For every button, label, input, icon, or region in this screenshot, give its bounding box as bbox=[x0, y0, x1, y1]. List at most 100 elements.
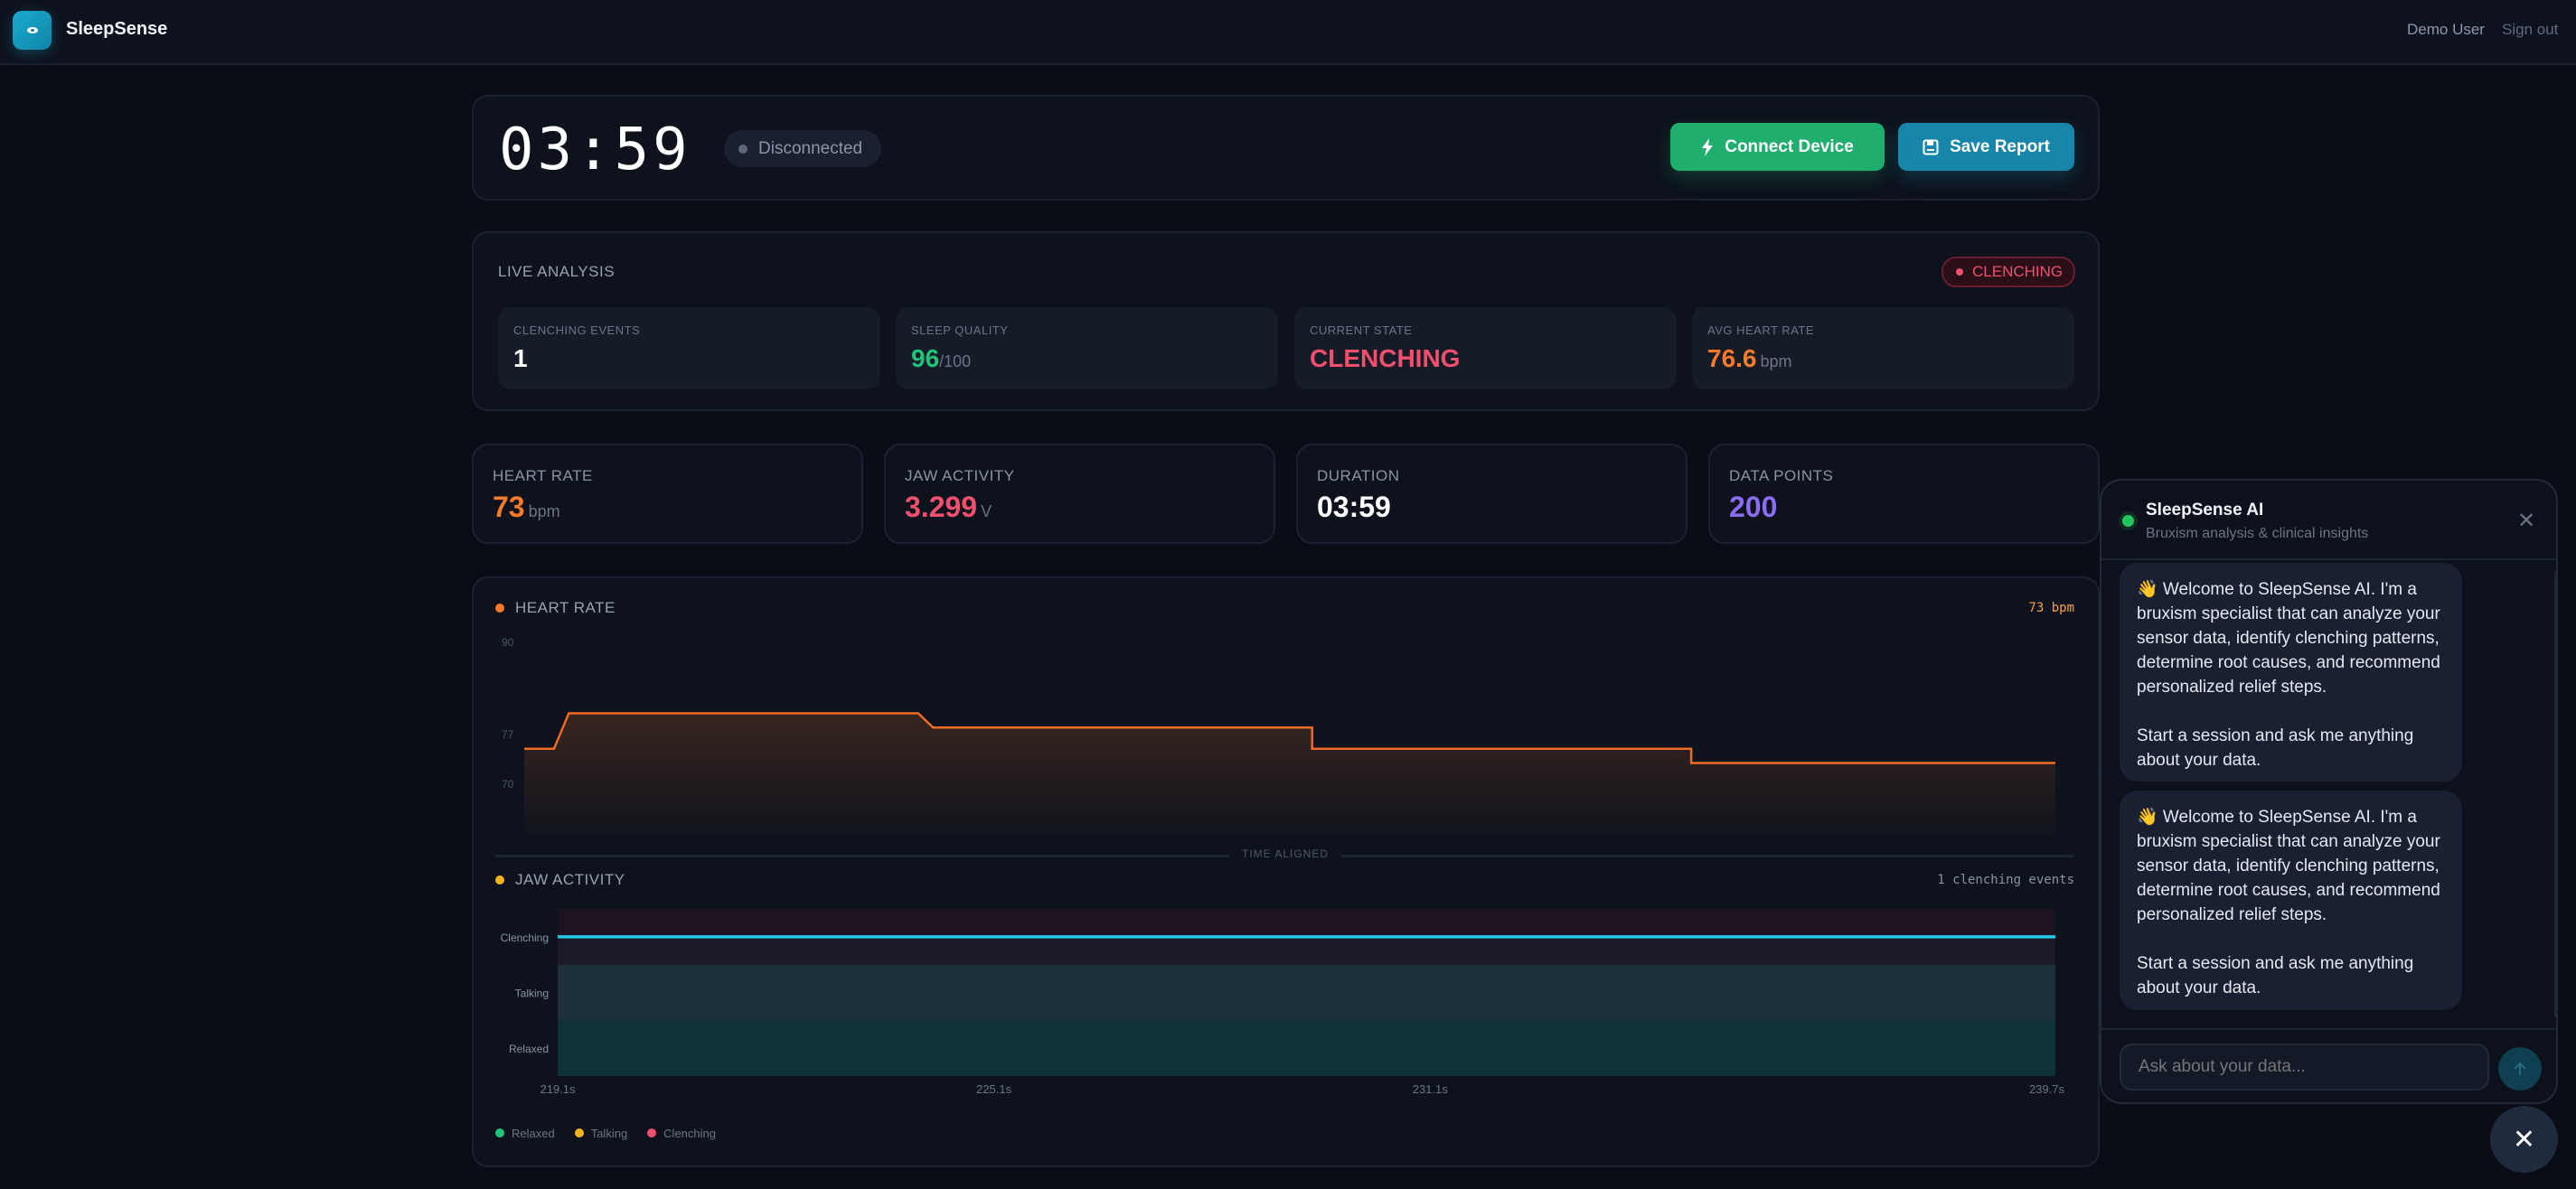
live-analysis-panel: LIVE ANALYSIS CLENCHING CLENCHING EVENTS… bbox=[472, 231, 2100, 411]
clenching-events-card: CLENCHING EVENTS 1 bbox=[498, 307, 880, 389]
chat-message: 👋 Welcome to SleepSense AI. I'm a bruxis… bbox=[2120, 563, 2462, 782]
save-icon bbox=[1923, 139, 1939, 154]
x-tick-label: 225.1s bbox=[976, 1082, 1012, 1096]
eye-icon bbox=[26, 27, 38, 33]
send-button[interactable] bbox=[2498, 1047, 2542, 1091]
hr-unit: bpm bbox=[528, 502, 560, 520]
save-report-label: Save Report bbox=[1950, 136, 2050, 156]
jaw-readout: 1 clenching events bbox=[1937, 873, 2074, 887]
session-timer: 03:59 bbox=[499, 117, 691, 183]
ai-chat-panel: SleepSense AI Bruxism analysis & clinica… bbox=[2100, 479, 2558, 1104]
red-dot-icon bbox=[647, 1128, 657, 1138]
data-points-stat: DATA POINTS 200 bbox=[1708, 444, 2100, 544]
card-value: 1 bbox=[513, 344, 528, 372]
session-bar: 03:59 Disconnected Connect Device Save R… bbox=[472, 95, 2100, 201]
stat-value: 73 bpm bbox=[493, 491, 560, 524]
jaw-area bbox=[558, 936, 2055, 1076]
hr-y-tick: 90 bbox=[502, 636, 514, 649]
brand-name: SleepSense bbox=[66, 19, 168, 39]
chat-message: 👋 Welcome to SleepSense AI. I'm a bruxis… bbox=[2120, 791, 2462, 1010]
x-tick-label: 219.1s bbox=[540, 1082, 576, 1096]
avg-heart-rate-card: AVG HEART RATE 76.6 bpm bbox=[1692, 307, 2074, 389]
chat-input[interactable] bbox=[2120, 1044, 2489, 1091]
close-icon: ✕ bbox=[2512, 1124, 2536, 1155]
jaw-value: 3.299 bbox=[905, 491, 978, 523]
sign-out-link[interactable]: Sign out bbox=[2502, 21, 2559, 38]
jaw-band-relaxed bbox=[558, 1020, 2055, 1076]
chat-title: SleepSense AI bbox=[2146, 501, 2264, 520]
state-badge-label: CLENCHING bbox=[1972, 263, 2064, 280]
jaw-y-label: Clenching bbox=[501, 932, 549, 944]
online-dot-icon bbox=[2122, 515, 2134, 527]
hr-area bbox=[524, 713, 2055, 834]
status-dot-icon bbox=[738, 144, 747, 154]
hr-line bbox=[524, 712, 2055, 764]
card-label: CURRENT STATE bbox=[1310, 323, 1413, 337]
legend-clenching: Clenching bbox=[647, 1127, 716, 1140]
jaw-unit: V bbox=[981, 502, 992, 520]
jaw-legend: Relaxed Talking Clenching bbox=[495, 1127, 716, 1140]
logo[interactable] bbox=[13, 11, 52, 50]
current-state-card: CURRENT STATE CLENCHING bbox=[1294, 307, 1677, 389]
jaw-band-talking bbox=[558, 964, 2055, 1021]
top-nav: SleepSense Demo User Sign out bbox=[0, 0, 2576, 65]
x-tick-label: 239.7s bbox=[2029, 1082, 2065, 1096]
chat-header: SleepSense AI Bruxism analysis & clinica… bbox=[2101, 481, 2556, 560]
hr-y-tick: 70 bbox=[502, 778, 514, 791]
sleep-quality-unit: /100 bbox=[939, 352, 972, 370]
jaw-y-label: Relaxed bbox=[509, 1043, 549, 1055]
card-label: SLEEP QUALITY bbox=[911, 323, 1009, 337]
live-analysis-title: LIVE ANALYSIS bbox=[498, 263, 616, 280]
sleep-quality-value: 96 bbox=[911, 344, 940, 372]
avg-hr-value: 76.6 bbox=[1707, 344, 1757, 372]
card-label: CLENCHING EVENTS bbox=[513, 323, 641, 337]
green-dot-icon bbox=[495, 1128, 504, 1138]
stat-label: HEART RATE bbox=[493, 467, 593, 484]
hr-value: 73 bbox=[493, 491, 525, 523]
chat-subtitle: Bruxism analysis & clinical insights bbox=[2146, 526, 2369, 541]
card-value: 76.6 bpm bbox=[1707, 344, 1792, 373]
hr-y-tick: 77 bbox=[502, 728, 514, 741]
stat-value: 200 bbox=[1729, 491, 1778, 523]
connect-device-label: Connect Device bbox=[1725, 136, 1854, 156]
yellow-dot-icon bbox=[574, 1128, 584, 1138]
legend-label: Talking bbox=[590, 1127, 628, 1140]
jaw-chart-title: JAW ACTIVITY bbox=[495, 871, 625, 889]
chat-toggle-button[interactable]: ✕ bbox=[2490, 1106, 2558, 1173]
legend-label: Relaxed bbox=[512, 1127, 555, 1140]
chat-divider bbox=[2101, 1028, 2556, 1030]
badge-dot-icon bbox=[1956, 268, 1963, 276]
legend-label: Clenching bbox=[663, 1127, 716, 1140]
time-aligned-label: TIME ALIGNED bbox=[1229, 847, 1341, 860]
sleep-quality-card: SLEEP QUALITY 96/100 bbox=[896, 307, 1278, 389]
jaw-y-label: Talking bbox=[515, 988, 549, 1000]
stat-label: DURATION bbox=[1317, 467, 1400, 484]
connection-status: Disconnected bbox=[724, 130, 881, 167]
connection-status-label: Disconnected bbox=[758, 138, 863, 158]
arrow-up-icon bbox=[2514, 1062, 2526, 1075]
stat-label: DATA POINTS bbox=[1729, 467, 1834, 484]
bolt-icon bbox=[1702, 137, 1714, 156]
close-chat-icon[interactable]: ✕ bbox=[2517, 509, 2536, 533]
hr-readout: 73 bpm bbox=[2028, 601, 2074, 615]
connect-device-button[interactable]: Connect Device bbox=[1670, 123, 1885, 171]
avg-hr-unit: bpm bbox=[1760, 352, 1792, 370]
state-badge: CLENCHING bbox=[1941, 257, 2075, 287]
user-name: Demo User bbox=[2407, 21, 2485, 38]
legend-relaxed: Relaxed bbox=[495, 1127, 555, 1140]
hr-chart-title-text: HEART RATE bbox=[515, 599, 616, 616]
stat-value: 03:59 bbox=[1317, 491, 1391, 523]
legend-talking: Talking bbox=[574, 1127, 628, 1140]
jaw-activity-stat: JAW ACTIVITY 3.299 V bbox=[884, 444, 1275, 544]
card-value: CLENCHING bbox=[1310, 344, 1461, 372]
stat-value: 3.299 V bbox=[905, 491, 992, 524]
jaw-chart-title-text: JAW ACTIVITY bbox=[515, 871, 625, 888]
card-label: AVG HEART RATE bbox=[1707, 323, 1815, 337]
heart-rate-stat: HEART RATE 73 bpm bbox=[472, 444, 863, 544]
chat-scrollbar[interactable] bbox=[2554, 571, 2556, 1017]
card-value: 96/100 bbox=[911, 344, 971, 373]
save-report-button[interactable]: Save Report bbox=[1898, 123, 2074, 171]
orange-dot-icon bbox=[495, 604, 504, 613]
yellow-dot-icon bbox=[495, 875, 504, 885]
